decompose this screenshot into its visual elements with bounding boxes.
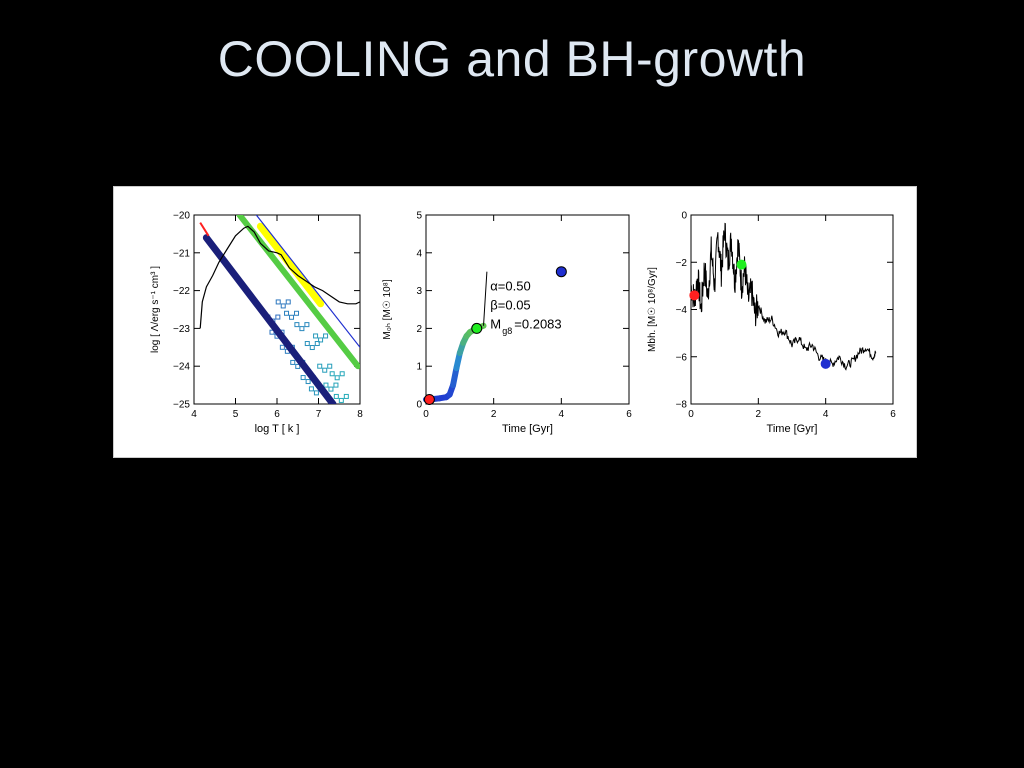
scatter-point: [294, 322, 300, 328]
x-tick-label: 0: [688, 409, 694, 420]
y-tick-label: −8: [676, 400, 688, 411]
scatter-point: [317, 363, 323, 369]
scatter-point: [305, 379, 311, 385]
y-axis-label: log [ Λ/erg s⁻¹ cm³ ]: [150, 266, 161, 353]
scatter-point: [333, 382, 339, 388]
scatter-point: [294, 310, 300, 316]
y-axis-label: M₀ₕ [M☉ 10⁸]: [382, 279, 393, 339]
scatter-point: [299, 326, 305, 332]
y-tick-label: −20: [173, 211, 190, 222]
red-segment-line: [199, 222, 210, 237]
x-axis-label: Time [Gyr]: [767, 423, 818, 435]
annotation-m: M: [490, 316, 501, 331]
x-tick-label: 2: [756, 409, 762, 420]
x-tick-label: 7: [316, 409, 322, 420]
plot-3: 0 2 4 6 0 −2 −4 −6 −8 Time [Gyr] Mbh. [M☉ 10⁸/Gyr]: [647, 211, 896, 436]
y-axis-label: Mbh. [M☉ 10⁸/Gyr]: [647, 267, 658, 352]
navy-track-line: [202, 234, 337, 404]
y-tick-label: 1: [416, 362, 422, 373]
y-tick-label: −22: [173, 286, 190, 297]
scatter-point: [322, 367, 328, 373]
scatter-point: [295, 363, 301, 369]
scatter-point: [333, 393, 339, 399]
accretion-rate-line: [690, 222, 877, 371]
figure-panel: 4 5 6 7 8 −20 −21 −22 −23 −24 −25 log T [ k ] log [ …: [113, 186, 917, 458]
scatter-point: [318, 337, 324, 343]
y-tick-label: −6: [676, 352, 688, 363]
x-tick-label: 5: [233, 409, 239, 420]
annotation-m-subscript: g8: [502, 326, 512, 336]
x-tick-label: 4: [559, 409, 565, 420]
scatter-point: [300, 375, 306, 381]
scatter-point: [314, 341, 320, 347]
blue-marker: [820, 358, 831, 369]
scatter-point: [338, 397, 344, 403]
scatter-point: [285, 299, 291, 305]
scatter-point: [334, 375, 340, 381]
cooling-function-line: [199, 225, 360, 329]
scatter-point: [308, 386, 314, 392]
scatter-point: [280, 303, 286, 309]
yellow-track-line: [256, 222, 325, 308]
y-tick-label: −25: [173, 400, 190, 411]
green-marker: [471, 322, 483, 334]
x-tick-label: 8: [357, 409, 363, 420]
red-marker: [423, 393, 435, 405]
x-axis-label: log T [ k ]: [255, 423, 300, 435]
scatter-point: [279, 344, 285, 350]
scatter-point: [323, 382, 329, 388]
green-marker: [736, 259, 747, 270]
scatter-point: [275, 314, 281, 320]
scatter-point: [323, 333, 329, 339]
plot-1: 4 5 6 7 8 −20 −21 −22 −23 −24 −25 log T [ k ] log [ …: [150, 211, 363, 436]
y-tick-label: 3: [416, 286, 422, 297]
y-tick-label: 0: [416, 400, 422, 411]
blue-line: [255, 215, 360, 348]
scatter-point: [328, 386, 334, 392]
y-tick-label: 4: [416, 248, 422, 259]
scatter-point: [284, 310, 290, 316]
scatter-point: [343, 393, 349, 399]
y-tick-label: 0: [681, 211, 687, 222]
scatter-point: [327, 363, 333, 369]
slide-title: COOLING and BH-growth: [217, 31, 807, 87]
y-tick-label: −23: [173, 324, 190, 335]
scatter-point: [339, 371, 345, 377]
blue-marker: [555, 266, 567, 278]
annotation-mg8-value: =0.2083: [514, 316, 561, 331]
scatter-point: [289, 314, 295, 320]
x-axis-label: Time [Gyr]: [502, 423, 553, 435]
plot-frame: [425, 214, 630, 405]
scatter-point: [309, 345, 315, 351]
y-tick-label: 5: [416, 211, 422, 222]
y-tick-label: −4: [676, 305, 688, 316]
x-tick-label: 0: [423, 409, 429, 420]
x-tick-label: 6: [626, 409, 632, 420]
x-tick-label: 2: [491, 409, 497, 420]
x-tick-label: 4: [191, 409, 197, 420]
growth-jump: [483, 271, 488, 326]
y-tick-label: 2: [416, 324, 422, 335]
plot-2: 0 2 4 6 0 1 2 3 4 5 Time [Gyr] M₀ₕ [M☉ 10⁸] α=0.50 β=…: [382, 211, 632, 436]
plot-1-data: [199, 215, 360, 404]
scatter-point: [304, 341, 310, 347]
red-marker: [689, 290, 700, 301]
x-tick-label: 4: [823, 409, 829, 420]
scatter-point: [313, 390, 319, 396]
x-tick-label: 6: [274, 409, 280, 420]
annotation-beta: β=0.05: [490, 298, 530, 313]
plot-frame: [690, 214, 894, 405]
scatter-point: [290, 359, 296, 365]
y-tick-label: −2: [676, 258, 688, 269]
scatter-point: [329, 371, 335, 377]
y-tick-label: −24: [173, 362, 190, 373]
x-tick-label: 6: [890, 409, 896, 420]
annotation-alpha: α=0.50: [490, 279, 530, 294]
scatter-point: [304, 322, 310, 328]
scatter-point: [313, 333, 319, 339]
y-tick-label: −21: [173, 248, 190, 259]
scatter-point: [275, 299, 281, 305]
